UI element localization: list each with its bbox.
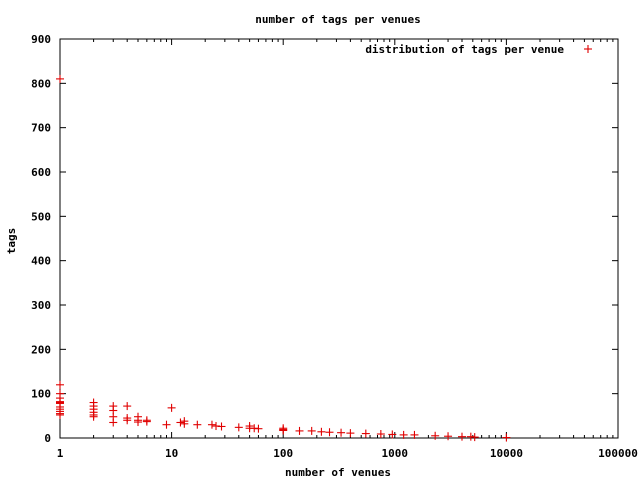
plot-frame — [59, 38, 619, 439]
data-point — [234, 423, 243, 432]
data-point — [56, 410, 64, 419]
legend-marker-plus — [584, 45, 592, 53]
y-tick-label: 400 — [31, 255, 51, 268]
x-axis-label: number of venues — [285, 466, 391, 479]
y-axis-label: tags — [5, 228, 18, 255]
x-tick-label: 10000 — [490, 447, 523, 460]
data-point — [193, 420, 202, 429]
data-point — [388, 430, 397, 439]
data-point — [325, 428, 334, 437]
x-tick-label: 100000 — [598, 447, 638, 460]
data-point — [207, 420, 216, 429]
legend-label: distribution of tags per venue — [365, 43, 564, 56]
data-point — [89, 412, 98, 421]
data-point — [254, 424, 263, 433]
legend-marker — [584, 45, 592, 53]
data-point — [307, 426, 316, 435]
x-axis: 1 10 100 1000 10000 100000 — [57, 39, 638, 460]
data-point — [56, 380, 64, 389]
data-point — [134, 418, 143, 427]
data-point — [295, 426, 304, 435]
data-point — [399, 430, 408, 439]
data-point — [470, 433, 479, 442]
data-point — [56, 74, 64, 83]
data-point — [176, 418, 185, 427]
data-point — [376, 430, 385, 439]
y-tick-label: 800 — [31, 77, 51, 90]
data-point — [410, 430, 419, 439]
x-tick-label: 1000 — [382, 447, 409, 460]
data-point — [217, 422, 226, 431]
data-point — [431, 431, 440, 440]
data-point — [346, 429, 355, 438]
y-tick-label: 600 — [31, 166, 51, 179]
data-point — [180, 417, 189, 426]
x-tick-label: 1 — [57, 447, 64, 460]
data-point — [361, 429, 370, 438]
data-point — [337, 428, 346, 437]
chart-title: number of tags per venues — [255, 13, 421, 26]
data-point — [123, 402, 132, 411]
y-tick-label: 700 — [31, 122, 51, 135]
y-tick-label: 300 — [31, 299, 51, 312]
y-tick-label: 100 — [31, 388, 51, 401]
y-axis: 0 100 200 300 400 500 600 700 800 900 — [31, 33, 618, 445]
data-point — [279, 426, 288, 435]
legend: distribution of tags per venue — [365, 43, 592, 56]
y-tick-label: 500 — [31, 210, 51, 223]
data-point — [167, 403, 176, 412]
data-point — [317, 427, 326, 436]
y-tick-label: 0 — [44, 432, 51, 445]
data-point — [162, 420, 171, 429]
data-point — [123, 416, 132, 425]
x-tick-label: 100 — [273, 447, 293, 460]
x-tick-label: 10 — [165, 447, 178, 460]
data-point — [444, 432, 453, 441]
data-point — [142, 417, 151, 426]
data-point — [502, 433, 511, 442]
y-tick-label: 900 — [31, 33, 51, 46]
data-points — [56, 74, 511, 442]
data-point — [457, 432, 466, 441]
data-point — [109, 418, 118, 427]
y-tick-label: 200 — [31, 343, 51, 356]
